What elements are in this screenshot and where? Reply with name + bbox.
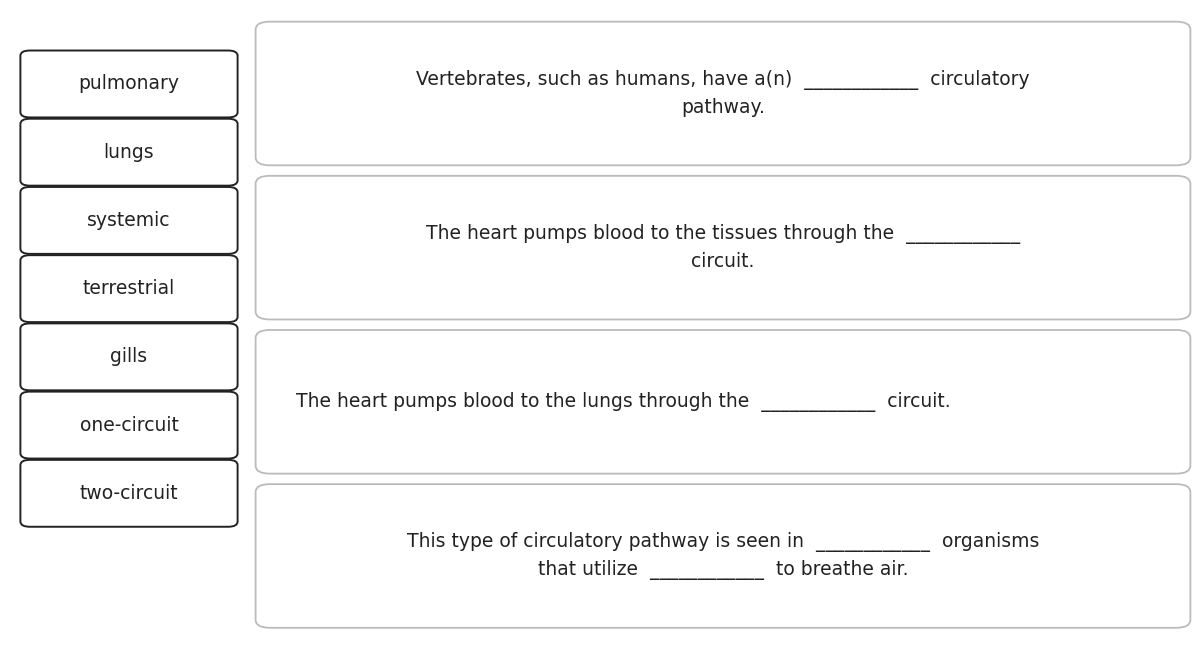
FancyBboxPatch shape xyxy=(20,392,238,459)
FancyBboxPatch shape xyxy=(256,330,1190,474)
FancyBboxPatch shape xyxy=(20,187,238,254)
FancyBboxPatch shape xyxy=(256,484,1190,628)
Text: systemic: systemic xyxy=(88,211,170,230)
Text: gills: gills xyxy=(110,348,148,366)
Text: lungs: lungs xyxy=(103,143,155,161)
Text: circuit.: circuit. xyxy=(691,252,755,271)
Text: The heart pumps blood to the lungs through the  ____________  circuit.: The heart pumps blood to the lungs throu… xyxy=(296,392,952,412)
Text: pathway.: pathway. xyxy=(682,98,764,117)
FancyBboxPatch shape xyxy=(20,255,238,322)
Text: pulmonary: pulmonary xyxy=(78,75,180,93)
Text: The heart pumps blood to the tissues through the  ____________: The heart pumps blood to the tissues thr… xyxy=(426,224,1020,244)
FancyBboxPatch shape xyxy=(20,323,238,390)
Text: Vertebrates, such as humans, have a(n)  ____________  circulatory: Vertebrates, such as humans, have a(n) _… xyxy=(416,70,1030,90)
Text: terrestrial: terrestrial xyxy=(83,279,175,298)
Text: two-circuit: two-circuit xyxy=(79,484,179,502)
Text: one-circuit: one-circuit xyxy=(79,416,179,434)
FancyBboxPatch shape xyxy=(256,176,1190,319)
FancyBboxPatch shape xyxy=(20,460,238,527)
Text: This type of circulatory pathway is seen in  ____________  organisms: This type of circulatory pathway is seen… xyxy=(407,532,1039,552)
Text: that utilize  ____________  to breathe air.: that utilize ____________ to breathe air… xyxy=(538,560,908,580)
FancyBboxPatch shape xyxy=(20,119,238,186)
FancyBboxPatch shape xyxy=(20,51,238,117)
FancyBboxPatch shape xyxy=(256,22,1190,165)
